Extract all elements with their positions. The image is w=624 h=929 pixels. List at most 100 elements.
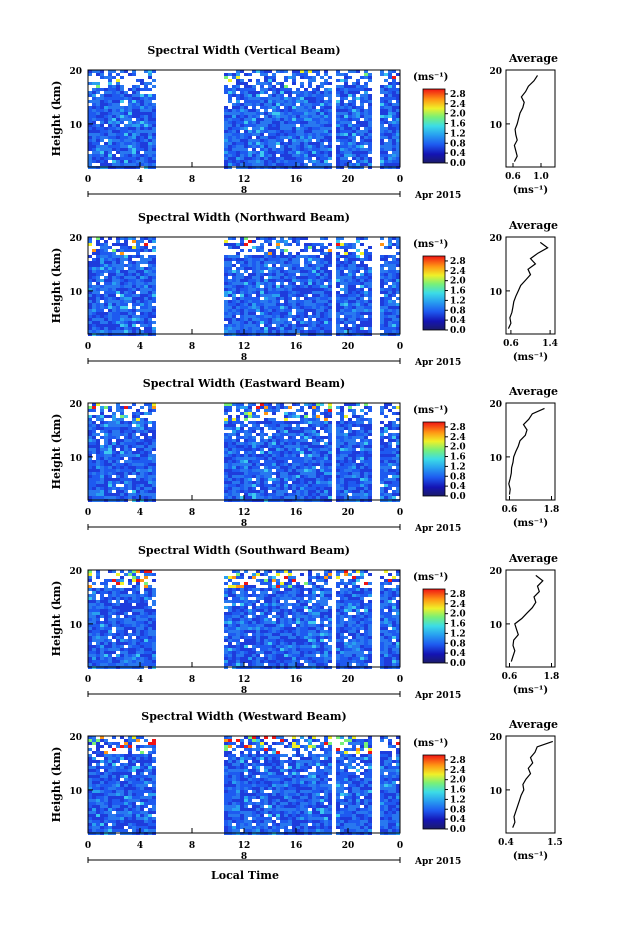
heatmap-cell [116, 100, 120, 103]
heatmap-cell [348, 403, 352, 406]
heatmap-cell [228, 427, 232, 430]
heatmap-cell [300, 112, 304, 115]
heatmap-cell [112, 261, 116, 264]
heatmap-cell [388, 439, 392, 442]
heatmap-cell [396, 315, 400, 318]
heatmap-cell [308, 430, 312, 433]
heatmap-cell [260, 270, 264, 273]
heatmap-cell [280, 321, 284, 324]
heatmap-cell [284, 70, 288, 73]
heatmap-cell [88, 145, 92, 148]
heatmap-cell [316, 157, 320, 160]
heatmap-cell [256, 264, 260, 267]
heatmap-cell [132, 421, 136, 424]
heatmap-cell [300, 315, 304, 318]
heatmap-cell [252, 484, 256, 487]
heatmap-cell [268, 312, 272, 315]
heatmap-cell [240, 103, 244, 106]
heatmap-cell [300, 145, 304, 148]
heatmap-cell [276, 270, 280, 273]
heatmap-cell [120, 303, 124, 306]
heatmap-cell [300, 121, 304, 124]
heatmap-cell [360, 133, 364, 136]
heatmap-cell [384, 406, 388, 409]
heatmap-cell [268, 330, 272, 333]
heatmap-cell [340, 472, 344, 475]
heatmap-cell [104, 318, 108, 321]
heatmap-cell [344, 151, 348, 154]
heatmap-cell [268, 418, 272, 421]
heatmap-cell [92, 145, 96, 148]
heatmap-cell [312, 403, 316, 406]
heatmap-cell [352, 82, 356, 85]
heatmap-cell [320, 237, 324, 240]
heatmap-cell [256, 300, 260, 303]
heatmap-cell [364, 294, 368, 297]
heatmap-cell [240, 243, 244, 246]
heatmap-cell [92, 264, 96, 267]
heatmap-cell [136, 100, 140, 103]
heatmap-cell [232, 124, 236, 127]
heatmap-cell [284, 76, 288, 79]
heatmap-cell [120, 409, 124, 412]
heatmap-cell [388, 160, 392, 163]
heatmap-cell [132, 70, 136, 73]
heatmap-cell [260, 103, 264, 106]
heatmap-cell [104, 94, 108, 97]
heatmap-cell [92, 445, 96, 448]
heatmap-cell [348, 484, 352, 487]
heatmap-cell [340, 139, 344, 142]
heatmap-cell [348, 442, 352, 445]
heatmap-cell [140, 430, 144, 433]
heatmap-cell [224, 115, 228, 118]
heatmap-cell [384, 475, 388, 478]
heatmap-cell [316, 300, 320, 303]
heatmap-cell [88, 100, 92, 103]
heatmap-cell [316, 430, 320, 433]
heatmap-cell [100, 493, 104, 496]
heatmap-cell [228, 160, 232, 163]
heatmap-cell [128, 151, 132, 154]
heatmap-cell [116, 418, 120, 421]
heatmap-cell [360, 154, 364, 157]
heatmap-cell [340, 148, 344, 151]
heatmap-cell [324, 258, 328, 261]
heatmap-cell [92, 258, 96, 261]
heatmap-cell [236, 103, 240, 106]
colorbar [422, 88, 446, 164]
heatmap-cell [228, 285, 232, 288]
heatmap-cell [312, 91, 316, 94]
heatmap-cell [396, 436, 400, 439]
heatmap-cell [224, 493, 228, 496]
heatmap-cell [304, 460, 308, 463]
heatmap-cell [260, 448, 264, 451]
heatmap-cell [252, 472, 256, 475]
heatmap-cell [356, 279, 360, 282]
heatmap-cell [124, 454, 128, 457]
heatmap-cell [152, 291, 156, 294]
heatmap-cell [352, 294, 356, 297]
heatmap-cell [232, 457, 236, 460]
heatmap-cell [396, 94, 400, 97]
heatmap-cell [244, 261, 248, 264]
heatmap-cell [328, 330, 332, 333]
heatmap-cell [224, 324, 228, 327]
heatmap-cell [124, 258, 128, 261]
heatmap-cell [300, 433, 304, 436]
heatmap-cell [92, 70, 96, 73]
heatmap-cell [336, 466, 340, 469]
heatmap-cell [112, 121, 116, 124]
heatmap-cell [224, 276, 228, 279]
heatmap-cell [228, 421, 232, 424]
heatmap-cell [340, 130, 344, 133]
heatmap-cell [396, 475, 400, 478]
heatmap-cell [272, 148, 276, 151]
heatmap-cell [104, 127, 108, 130]
heatmap-cell [92, 273, 96, 276]
heatmap-cell [288, 252, 292, 255]
heatmap-cell [380, 315, 384, 318]
heatmap-cell [280, 445, 284, 448]
heatmap-cell [316, 145, 320, 148]
heatmap-cell [392, 124, 396, 127]
heatmap-cell [340, 160, 344, 163]
